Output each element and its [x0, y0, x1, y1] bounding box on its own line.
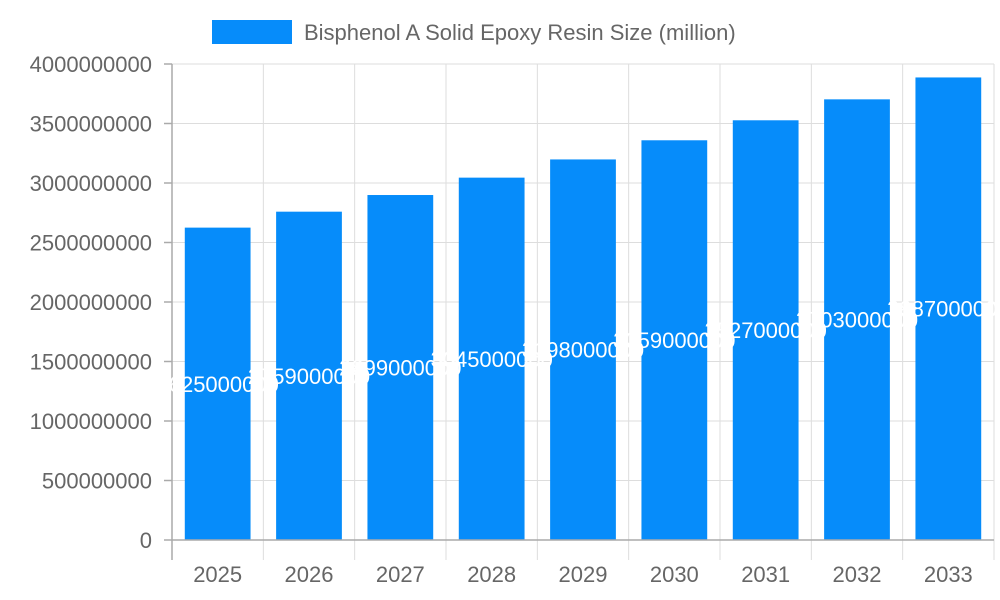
- data-label: 2625000000: [156, 372, 278, 397]
- y-tick-label: 2000000000: [30, 290, 152, 315]
- legend: Bisphenol A Solid Epoxy Resin Size (mill…: [212, 20, 736, 45]
- y-tick-label: 0: [140, 528, 152, 553]
- bar: [732, 120, 799, 541]
- y-tick-label: 2500000000: [30, 231, 152, 256]
- bar: [276, 211, 342, 540]
- data-label: 3527000000: [704, 318, 826, 343]
- bar: [184, 227, 251, 540]
- y-tick-label: 3500000000: [30, 112, 152, 137]
- axes: 0 500000000 1000000000 1500000000 2000000000…: [30, 52, 994, 587]
- bar: [915, 77, 982, 541]
- data-label: 3703000000: [796, 308, 918, 333]
- x-tick-label: 2032: [833, 562, 882, 587]
- x-tick-label: 2030: [650, 562, 699, 587]
- bar: [367, 195, 434, 541]
- x-tick-label: 2026: [285, 562, 334, 587]
- x-tick-label: 2027: [376, 562, 425, 587]
- bar: [550, 159, 616, 541]
- y-tick-label: 4000000000: [30, 52, 152, 77]
- y-tick-label: 1500000000: [30, 350, 152, 375]
- legend-label: Bisphenol A Solid Epoxy Resin Size (mill…: [304, 20, 736, 45]
- data-label: 3887000000: [887, 297, 1000, 322]
- bars: [184, 77, 982, 541]
- data-label: 3359000000: [613, 328, 735, 353]
- bar: [458, 177, 525, 540]
- data-label: 2759000000: [248, 364, 370, 389]
- data-labels: 2625000000275900000028990000003045000000…: [156, 297, 1000, 397]
- x-tick-label: 2031: [741, 562, 790, 587]
- y-tick-label: 3000000000: [30, 171, 152, 196]
- x-tick-label: 2028: [467, 562, 516, 587]
- bar: [824, 99, 890, 540]
- y-tick-label: 500000000: [42, 469, 152, 494]
- y-tick-label: 1000000000: [30, 409, 152, 434]
- x-tick-label: 2025: [193, 562, 242, 587]
- legend-swatch: [212, 20, 292, 44]
- data-label: 3198000000: [522, 338, 644, 363]
- data-label: 3045000000: [430, 347, 552, 372]
- x-tick-label: 2033: [924, 562, 973, 587]
- data-label: 2899000000: [339, 356, 461, 381]
- bar: [641, 140, 708, 541]
- x-tick-label: 2029: [559, 562, 608, 587]
